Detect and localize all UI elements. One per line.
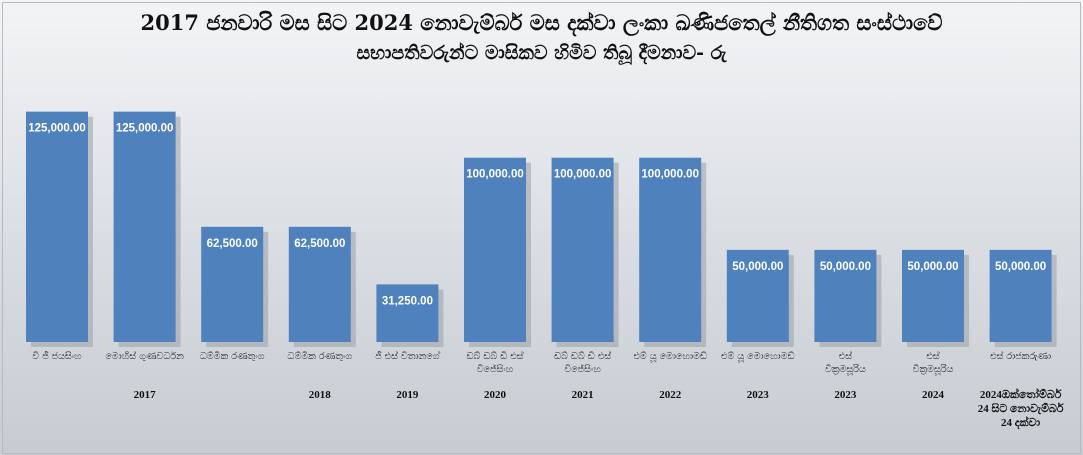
bar: [464, 157, 526, 342]
bar: [26, 111, 88, 343]
data-label: 125,000.00: [28, 123, 86, 135]
bar: [902, 249, 964, 342]
category-label: එස් වික්‍රමසූරිය: [825, 349, 866, 375]
year-label: 2024: [922, 389, 945, 401]
data-label: 100,000.00: [466, 169, 524, 181]
category-label: මොහිස් ගුණවර්ධන: [105, 349, 184, 362]
year-label: 2020: [484, 389, 507, 401]
category-label: වී ජී ජයසිංහ: [32, 350, 82, 362]
data-label: 50,000.00: [732, 261, 783, 273]
chart-subtitle: සභාපතිවරුන්ට මාසිකව හිමිව තිබූ දීමනාව- ර…: [356, 42, 727, 64]
bar: [814, 249, 877, 342]
year-label: 2024ඔක්තෝම්බර් 24 සිට නොවැම්බර් 24 දක්වා: [978, 387, 1064, 430]
bar: [201, 226, 264, 342]
chart-title-line1: 2017 ජනවාරි මස සිට 2024 නොවැම්බර් මස දක්…: [140, 10, 943, 35]
data-label: 50,000.00: [907, 261, 958, 273]
bar: [288, 226, 351, 342]
category-label: එම් යූ මොහොමඩ්: [721, 350, 795, 362]
category-label: ධම්මික රණතුංග: [287, 350, 352, 362]
data-label: 100,000.00: [641, 169, 699, 181]
chart-title: 2017 ජනවාරි මස සිට 2024 නොවැම්බර් මස දක්…: [0, 8, 1083, 68]
year-label: 2023: [834, 389, 857, 401]
year-label: 2017: [134, 389, 157, 401]
year-label: 2022: [659, 389, 682, 401]
data-label: 62,500.00: [294, 238, 345, 250]
year-label: 2023: [747, 389, 770, 401]
bar: [551, 157, 614, 342]
bar: [376, 284, 439, 342]
data-label: 50,000.00: [995, 261, 1046, 273]
bar: [726, 249, 789, 342]
data-label: 31,250.00: [382, 295, 433, 307]
category-label: ජී එස් විතානගේ: [375, 349, 440, 362]
category-label: එම් යූ මොහොමඩ්: [633, 350, 707, 362]
category-label: ඩබ් ඩබ් ඩී එස් විජේසිංහ: [466, 349, 523, 375]
data-label: 100,000.00: [554, 169, 612, 181]
year-label: 2018: [309, 389, 332, 401]
data-label: 125,000.00: [116, 123, 174, 135]
data-label: 50,000.00: [820, 261, 871, 273]
year-label: 2019: [396, 389, 419, 401]
year-label: 2021: [572, 389, 594, 401]
bar: [639, 157, 702, 342]
category-label: එස් රාජකරුණා: [990, 349, 1051, 362]
bar: [989, 249, 1052, 342]
category-label: ධම්මික රණතුංග: [200, 350, 265, 362]
bar: [113, 111, 176, 343]
category-label: ඩබ් ඩබ් ඩී එස් විජේසිංහ: [554, 349, 611, 375]
category-label: එස් වික්‍රමසූරිය: [913, 349, 954, 375]
data-label: 62,500.00: [207, 238, 258, 250]
